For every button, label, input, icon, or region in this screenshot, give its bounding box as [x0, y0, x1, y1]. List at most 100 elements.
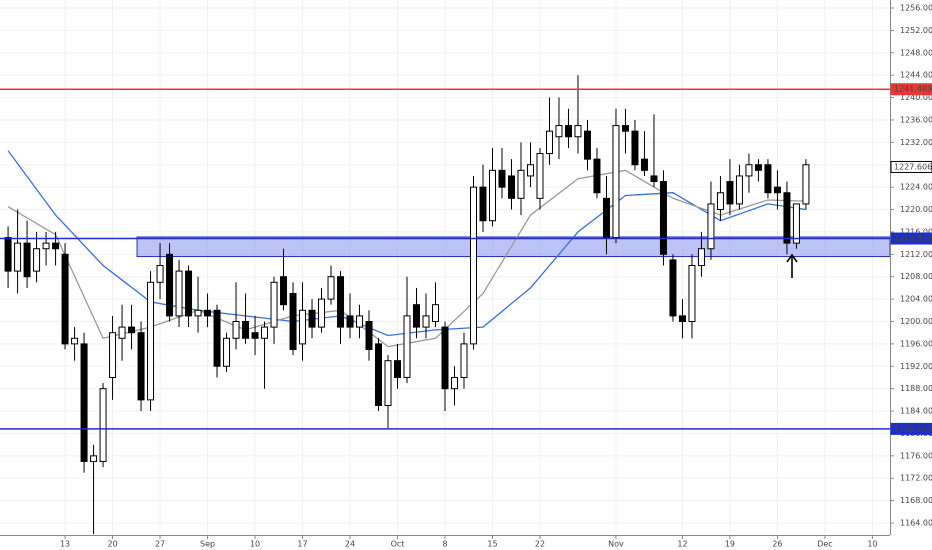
candle-body [422, 315, 430, 328]
candle-body [4, 237, 12, 272]
candle-body [640, 158, 648, 171]
y-tick-label: 1256.000 [900, 4, 932, 13]
price-tag-label: 1214.820 [894, 234, 932, 243]
y-tick-label: 1208.000 [900, 272, 932, 281]
candle-body [602, 197, 610, 239]
y-tick-label: 1172.000 [900, 474, 932, 483]
candle-body [764, 164, 772, 194]
candle-body [526, 164, 534, 177]
y-tick-label: 1220.000 [900, 205, 932, 214]
candle-body [707, 203, 715, 250]
x-tick-label: Sep [200, 540, 215, 549]
x-tick-label: 15 [487, 540, 497, 549]
x-tick-label: 19 [725, 540, 735, 549]
y-tick-label: 1176.000 [900, 451, 932, 460]
candle-body [450, 376, 458, 390]
candle-body [99, 388, 107, 462]
candle-body [128, 326, 136, 334]
candle-body [564, 125, 572, 138]
y-tick-label: 1168.000 [900, 496, 932, 505]
candle-body [118, 326, 126, 339]
candle-body [612, 125, 620, 239]
candle-body [745, 164, 753, 177]
candle-body [33, 248, 41, 272]
x-tick-label: 12 [677, 540, 687, 549]
candle-body [735, 175, 743, 205]
candle-body [61, 253, 69, 345]
candle-body [365, 320, 373, 350]
candle-body [545, 130, 553, 155]
candle-body [593, 158, 601, 194]
candle-body [194, 309, 202, 317]
candle-body [109, 332, 117, 378]
candle-body [308, 309, 316, 328]
y-tick-label: 1204.000 [900, 295, 932, 304]
x-tick-label: Oct [391, 540, 405, 549]
x-tick-label: 20 [107, 540, 117, 549]
candle-body [754, 164, 762, 171]
x-tick-label: 27 [155, 540, 165, 549]
candle-body [517, 169, 525, 199]
candle-body [394, 360, 402, 378]
candle-body [299, 309, 307, 345]
x-tick-label: 24 [345, 540, 355, 549]
plot [0, 75, 891, 535]
candle-body [555, 125, 563, 138]
candle-body [631, 130, 639, 166]
candle-body [659, 181, 667, 255]
candle-body [261, 326, 269, 339]
candle-body [318, 298, 326, 328]
y-tick-label: 1240.000 [900, 93, 932, 102]
x-tick-label: 10 [250, 540, 260, 549]
candle-body [403, 315, 411, 378]
candle-body [441, 326, 449, 390]
candle-body [185, 270, 193, 317]
y-tick-label: 1192.000 [900, 362, 932, 371]
candle-body [375, 343, 383, 406]
y-tick-label: 1196.000 [900, 339, 932, 348]
y-tick-label: 1200.000 [900, 317, 932, 326]
candle-body [175, 270, 183, 317]
price-tag [890, 422, 932, 435]
candle-body [242, 320, 250, 339]
candle-body [479, 186, 487, 222]
price-tag-label: 1180.812 [894, 424, 932, 433]
candle-body [697, 248, 705, 267]
candle-body [621, 125, 629, 132]
price-tag [890, 160, 932, 173]
candle-body [783, 192, 791, 244]
x-tick-label: 22 [535, 540, 545, 549]
arrow [786, 253, 798, 278]
candle-body [232, 320, 240, 339]
candle-body [432, 304, 440, 322]
y-tick-label: 1164.000 [900, 519, 932, 528]
x-tick-label: 13 [60, 540, 70, 549]
candle-body [384, 360, 392, 406]
candle-body [223, 337, 231, 367]
y-tick-label: 1236.000 [900, 115, 932, 124]
candle-body [166, 253, 174, 317]
y-tick-label: 1248.000 [900, 48, 932, 57]
candle-body [23, 242, 31, 278]
y-tick-label: 1216.000 [900, 227, 932, 236]
candle-body [90, 455, 98, 462]
y-tick-label: 1244.000 [900, 71, 932, 80]
candle-body [42, 242, 50, 250]
candle-body [536, 153, 544, 199]
candle-body [327, 276, 335, 300]
candle-body [156, 265, 164, 283]
zone [136, 236, 891, 258]
ma-line [7, 169, 806, 348]
candle-body [204, 309, 212, 317]
candle-body [726, 181, 734, 205]
candle-body [716, 192, 724, 211]
candle-body [460, 343, 468, 378]
candle-body [14, 242, 22, 272]
candle-body [650, 175, 658, 183]
candle-body [802, 164, 810, 205]
candle-body [498, 169, 506, 188]
ma-line [7, 150, 806, 337]
price-tag-label: 1241.489 [894, 85, 932, 94]
price-tag-label: 1227.606 [894, 162, 932, 171]
